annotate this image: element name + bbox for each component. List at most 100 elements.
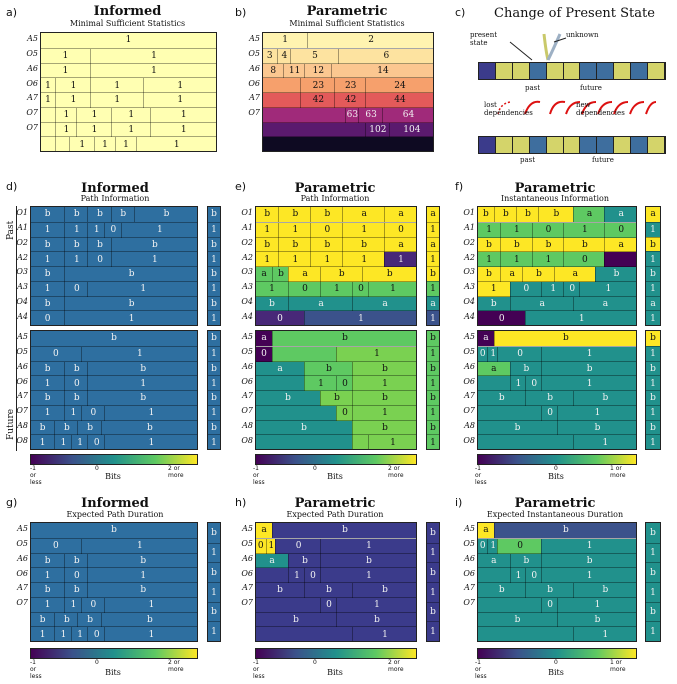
grid-cell: b (31, 361, 65, 377)
grid-cell: 64 (382, 107, 433, 123)
side-cell: 1 (427, 582, 439, 603)
state-cell (546, 137, 564, 153)
grid-cell: b (64, 267, 197, 282)
row-label: O5 (463, 347, 475, 357)
grid-cell: 0 (509, 281, 543, 297)
grid-cell: b (87, 361, 197, 377)
side-cell: b (208, 601, 220, 623)
grid-cell: b (478, 296, 510, 312)
grid-cell: a (478, 553, 510, 569)
grid-cell: b (272, 267, 289, 282)
side-cell: 1 (646, 542, 660, 564)
panel-f-subtitle: Instantaneous Information (500, 194, 610, 203)
panel-d-subtitle: Path Information (80, 194, 150, 203)
grid-cell: b (572, 391, 636, 406)
row-label: A1 (242, 223, 253, 233)
grid-cell (55, 137, 70, 151)
side-cell: 1 (646, 221, 660, 238)
grid-cell: 63 (344, 107, 360, 123)
grid-cell: 1 (142, 93, 216, 108)
grid-cell: 0 (604, 222, 636, 238)
grid-cell: b (493, 331, 636, 346)
grid-cell: b (557, 612, 636, 628)
cb-h-title: Bits (327, 668, 343, 677)
grid-cell: b (87, 391, 197, 406)
grid-cell: b (31, 523, 197, 538)
row-label: O8 (241, 435, 253, 445)
grid-cell: 1 (55, 122, 77, 138)
colorbar-d (30, 454, 198, 465)
grid-cell: 3 (263, 48, 277, 64)
side-cell: 1 (646, 345, 660, 362)
side-cell: b (646, 390, 660, 406)
row-label: A3 (242, 282, 253, 292)
lost-arc (497, 101, 511, 115)
grid-cell (478, 568, 510, 583)
row-label: O4 (16, 296, 28, 306)
state-strip-bottom (478, 136, 666, 154)
grid-cell: b (110, 207, 135, 222)
side-cell: 1 (208, 251, 220, 267)
grid-cell: 1 (104, 405, 197, 421)
grid-cell: 23 (334, 78, 366, 93)
side-cell: 1 (427, 434, 439, 449)
grid-cell: 1 (263, 33, 308, 48)
grid-cell: b (272, 523, 416, 538)
grid-cell: 0 (525, 568, 543, 583)
grid-cell: a (384, 207, 416, 222)
yellow-link (542, 33, 550, 61)
grid-cell: b (256, 583, 304, 598)
grid-cell: 1 (87, 568, 197, 583)
state-cell (546, 63, 564, 79)
side-cell: 1 (208, 345, 220, 362)
grid-cell: 24 (365, 78, 433, 93)
colorbar-h (255, 648, 417, 659)
state-cell (614, 63, 632, 79)
grid-cell: b (541, 361, 636, 377)
grid-cell: 1 (509, 568, 527, 583)
row-label: O1 (241, 208, 253, 218)
row-label: O7 (26, 122, 38, 132)
row-label: O7 (26, 108, 38, 118)
grid-cell: 1 (352, 627, 416, 641)
grid-cell: 1 (384, 252, 416, 267)
grid-cell: 1 (342, 222, 385, 238)
grid-cell: a (256, 523, 272, 538)
panel-c-title: Change of Present State (494, 6, 655, 21)
grid-cell (41, 137, 55, 151)
grid-cell: a (256, 553, 288, 569)
grid-cell: 0 (64, 568, 89, 583)
grid-row: 1 (478, 434, 636, 449)
side-cell: 1 (208, 542, 220, 564)
row-label: O6 (463, 568, 475, 578)
cb-e-title: Bits (327, 472, 343, 481)
row-label: O5 (248, 49, 260, 59)
grid-cell: b (133, 207, 197, 222)
cb-e-tick-zero: 0 (313, 465, 317, 472)
state-cell (597, 63, 615, 79)
grid-cell: 0 (478, 346, 488, 362)
side-cell: 1 (646, 251, 660, 267)
grid-cell: b (31, 237, 65, 253)
side-cell: b (646, 331, 660, 346)
grid-cell: 1 (55, 107, 77, 123)
row-label: O6 (463, 376, 475, 386)
grid-cell: 1 (336, 597, 416, 613)
colorbar-g (30, 648, 198, 659)
grid-cell: b (500, 237, 533, 253)
grid-cell: b (110, 237, 197, 253)
grid-cell: b (478, 391, 526, 406)
grid-cell: b (478, 612, 557, 628)
state-cell (563, 137, 581, 153)
